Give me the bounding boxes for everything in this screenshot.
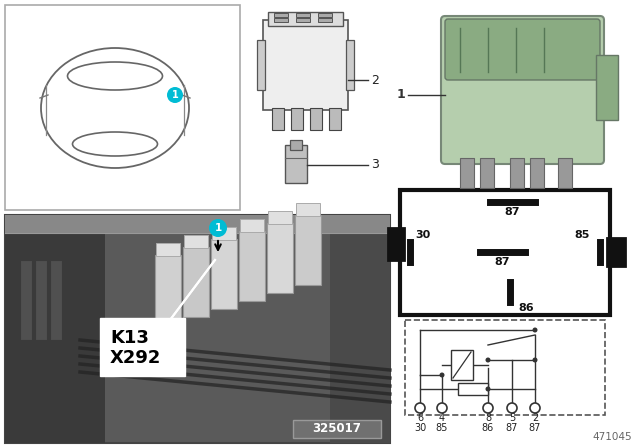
FancyBboxPatch shape bbox=[445, 19, 600, 80]
Bar bbox=[274, 13, 288, 17]
Text: 87: 87 bbox=[504, 207, 520, 217]
Bar bbox=[272, 108, 284, 130]
Text: 30: 30 bbox=[415, 230, 430, 240]
Circle shape bbox=[167, 87, 183, 103]
Bar bbox=[257, 40, 265, 90]
Bar bbox=[405, 320, 605, 415]
Bar bbox=[510, 158, 524, 188]
Text: 85: 85 bbox=[575, 230, 590, 240]
Bar bbox=[293, 420, 381, 438]
Bar bbox=[268, 211, 292, 224]
Text: 5: 5 bbox=[509, 413, 515, 423]
Bar bbox=[240, 219, 264, 232]
Bar bbox=[267, 223, 293, 293]
Circle shape bbox=[415, 403, 425, 413]
Text: 87: 87 bbox=[506, 423, 518, 433]
Bar bbox=[480, 158, 494, 188]
Text: 87: 87 bbox=[494, 257, 509, 267]
Circle shape bbox=[440, 372, 445, 378]
Bar bbox=[451, 350, 473, 380]
Bar bbox=[285, 145, 307, 183]
Circle shape bbox=[437, 403, 447, 413]
Circle shape bbox=[530, 403, 540, 413]
Bar bbox=[5, 215, 105, 443]
Bar bbox=[5, 215, 390, 443]
Circle shape bbox=[532, 358, 538, 362]
Text: 30: 30 bbox=[414, 423, 426, 433]
Bar bbox=[291, 108, 303, 130]
Text: 2: 2 bbox=[532, 413, 538, 423]
Bar bbox=[35, 260, 47, 340]
Text: 471045: 471045 bbox=[593, 432, 632, 442]
Bar bbox=[155, 255, 181, 325]
Bar bbox=[346, 40, 354, 90]
Bar bbox=[460, 158, 474, 188]
Text: 2: 2 bbox=[371, 73, 379, 86]
Bar bbox=[318, 18, 332, 22]
FancyBboxPatch shape bbox=[441, 16, 604, 164]
Bar bbox=[400, 190, 610, 315]
Bar bbox=[274, 18, 288, 22]
Circle shape bbox=[486, 358, 490, 362]
Text: 87: 87 bbox=[529, 423, 541, 433]
Bar bbox=[329, 108, 341, 130]
Bar bbox=[330, 215, 390, 443]
Bar bbox=[5, 215, 390, 233]
Bar bbox=[296, 203, 320, 216]
Text: 86: 86 bbox=[518, 303, 534, 313]
Text: 4: 4 bbox=[439, 413, 445, 423]
Bar bbox=[318, 13, 332, 17]
Bar bbox=[211, 239, 237, 309]
Bar bbox=[268, 12, 343, 26]
Bar bbox=[296, 18, 310, 22]
Text: 8: 8 bbox=[485, 413, 491, 423]
Bar bbox=[290, 140, 302, 150]
Bar bbox=[156, 243, 180, 256]
Circle shape bbox=[209, 219, 227, 237]
Bar bbox=[607, 238, 625, 266]
Text: 1: 1 bbox=[214, 223, 221, 233]
Bar bbox=[530, 158, 544, 188]
Text: 1: 1 bbox=[396, 89, 405, 102]
Bar bbox=[100, 318, 185, 376]
Text: K13: K13 bbox=[110, 329, 149, 347]
Bar bbox=[263, 20, 348, 110]
Text: 325017: 325017 bbox=[312, 422, 362, 435]
Bar bbox=[239, 231, 265, 301]
Ellipse shape bbox=[72, 132, 157, 156]
Ellipse shape bbox=[41, 48, 189, 168]
Circle shape bbox=[486, 387, 490, 392]
Bar bbox=[558, 158, 572, 188]
Circle shape bbox=[507, 403, 517, 413]
Bar bbox=[295, 215, 321, 285]
Circle shape bbox=[483, 403, 493, 413]
Bar bbox=[50, 260, 62, 340]
Text: X292: X292 bbox=[110, 349, 161, 367]
Text: 85: 85 bbox=[436, 423, 448, 433]
Text: 3: 3 bbox=[371, 159, 379, 172]
Text: 86: 86 bbox=[482, 423, 494, 433]
Text: 1: 1 bbox=[172, 90, 179, 100]
Bar bbox=[20, 260, 32, 340]
Bar bbox=[5, 5, 240, 210]
Bar bbox=[388, 228, 404, 260]
Bar bbox=[183, 247, 209, 317]
Bar bbox=[596, 55, 618, 120]
Text: 6: 6 bbox=[417, 413, 423, 423]
Bar bbox=[458, 383, 488, 395]
Bar bbox=[310, 108, 322, 130]
Bar bbox=[296, 13, 310, 17]
Bar bbox=[184, 235, 208, 248]
Bar bbox=[212, 227, 236, 240]
Circle shape bbox=[532, 327, 538, 332]
Ellipse shape bbox=[67, 62, 163, 90]
